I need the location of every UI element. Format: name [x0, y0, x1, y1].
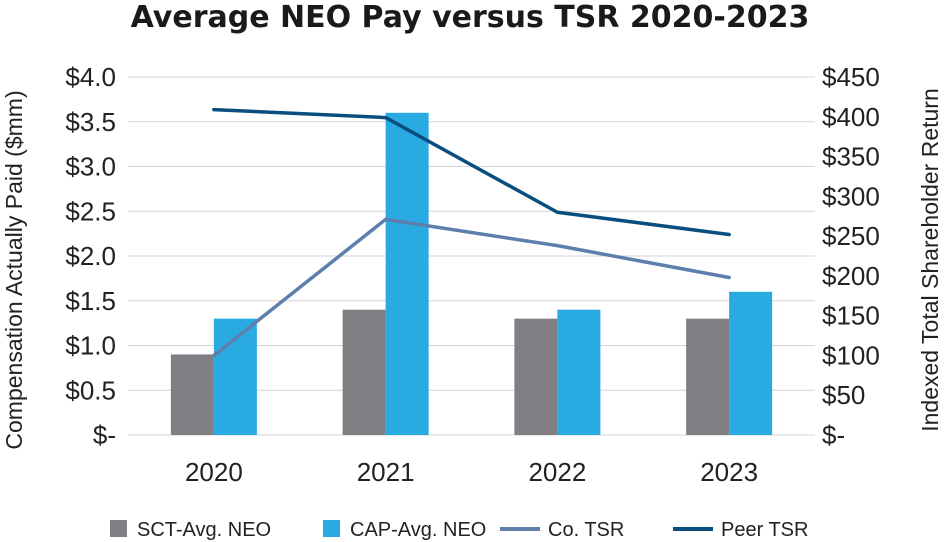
- legend-label: SCT-Avg. NEO: [137, 519, 271, 541]
- right-tick-label: $300: [822, 181, 880, 211]
- left-tick-label: $1.5: [65, 286, 116, 316]
- tsr-lines: [212, 107, 731, 358]
- category-label: 2023: [700, 457, 758, 487]
- right-tick-label: $200: [822, 261, 880, 291]
- right-tick-label: $-: [822, 420, 845, 450]
- right-tick-label: $150: [822, 301, 880, 331]
- left-tick-label: $-: [93, 420, 116, 450]
- bar-sct-avg-neo: [686, 318, 730, 435]
- bar-cap-avg-neo: [557, 309, 601, 435]
- left-tick-label: $4.0: [65, 62, 116, 92]
- left-tick-label: $2.0: [65, 241, 116, 271]
- bar-cap-avg-neo: [385, 112, 429, 436]
- category-label: 2021: [357, 457, 415, 487]
- category-axis-ticks: 2020 2021 2022 2023: [185, 457, 758, 487]
- bar-sct-avg-neo: [514, 318, 558, 435]
- legend-label: Co. TSR: [548, 519, 624, 541]
- category-label: 2020: [185, 457, 243, 487]
- right-axis-title: Indexed Total Shareholder Return: [917, 88, 943, 432]
- right-tick-label: $450: [822, 62, 880, 92]
- bar-cap-avg-neo: [213, 318, 257, 435]
- legend-label: Peer TSR: [721, 519, 808, 541]
- line-peer-tsr: [212, 107, 731, 237]
- left-tick-label: $3.5: [65, 107, 116, 137]
- right-axis-ticks: $- $50 $100 $150 $200 $250 $300 $350 $400 $450: [822, 62, 880, 450]
- right-tick-label: $50: [822, 380, 865, 410]
- right-tick-label: $350: [822, 142, 880, 172]
- left-tick-label: $2.5: [65, 196, 116, 226]
- line-co-tsr: [212, 217, 731, 358]
- bar-sct-avg-neo: [170, 354, 214, 435]
- left-axis-title: Compensation Actually Paid ($mm): [1, 90, 27, 449]
- left-axis-ticks: $- $0.5 $1.0 $1.5 $2.0 $2.5 $3.0 $3.5 $4.0: [65, 62, 116, 450]
- bar-sct-avg-neo: [342, 309, 386, 435]
- legend-swatch: [110, 520, 127, 537]
- bars: [170, 112, 773, 436]
- legend-swatch: [323, 520, 340, 537]
- left-tick-label: $3.0: [65, 152, 116, 182]
- legend: SCT-Avg. NEO CAP-Avg. NEO Co. TSR Peer TSR: [110, 519, 808, 541]
- right-tick-label: $250: [822, 221, 880, 251]
- legend-label: CAP-Avg. NEO: [350, 519, 486, 541]
- bar-cap-avg-neo: [729, 291, 773, 435]
- left-tick-label: $1.0: [65, 331, 116, 361]
- chart-title: Average NEO Pay versus TSR 2020-2023: [131, 0, 810, 35]
- right-tick-label: $400: [822, 102, 880, 132]
- left-tick-label: $0.5: [65, 375, 116, 405]
- right-tick-label: $100: [822, 340, 880, 370]
- category-label: 2022: [528, 457, 586, 487]
